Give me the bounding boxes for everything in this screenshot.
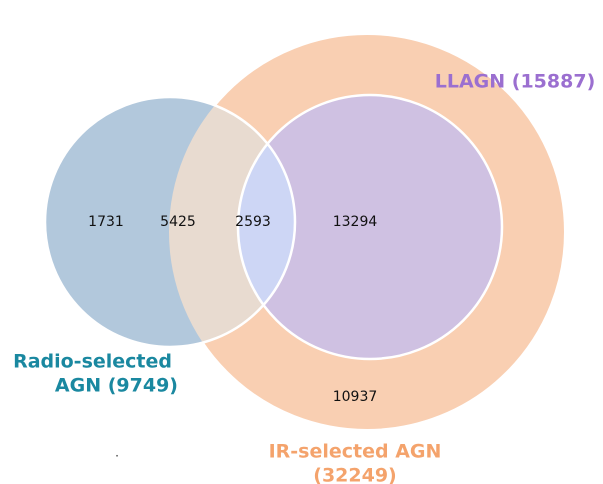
llagn-label: LLAGN (15887) bbox=[435, 71, 596, 93]
ir-label: IR-selected AGN bbox=[269, 441, 442, 463]
llagn-outline bbox=[236, 93, 504, 361]
radio-label: AGN (9749) bbox=[55, 375, 178, 397]
llagn-circle bbox=[238, 95, 502, 359]
footnote: . bbox=[115, 446, 119, 460]
ir-label: (32249) bbox=[313, 465, 396, 484]
region-count: 2593 bbox=[235, 214, 271, 230]
radio-outline bbox=[43, 95, 297, 349]
region-count: 10937 bbox=[333, 389, 378, 405]
radio-label: Radio-selected bbox=[13, 351, 172, 373]
region-count: 1731 bbox=[88, 214, 124, 230]
region-count: 13294 bbox=[333, 214, 378, 230]
region-count: 5425 bbox=[160, 214, 196, 230]
